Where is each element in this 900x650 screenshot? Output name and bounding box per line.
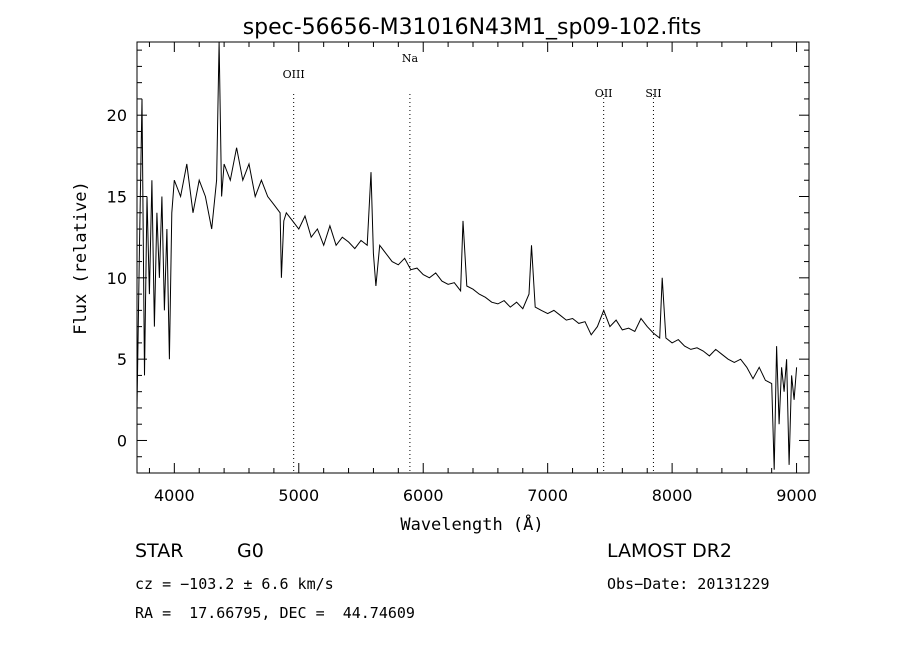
y-tick-label: 15 bbox=[107, 188, 127, 207]
object-class: STAR bbox=[135, 540, 184, 562]
emission-line-label: SII bbox=[645, 87, 661, 100]
survey-label: LAMOST DR2 bbox=[607, 540, 732, 562]
x-tick-label: 7000 bbox=[527, 486, 568, 505]
emission-line-label: OIII bbox=[283, 68, 305, 81]
coordinates: RA = 17.66795, DEC = 44.74609 bbox=[135, 604, 415, 622]
x-tick-label: 8000 bbox=[652, 486, 693, 505]
subclass: G0 bbox=[237, 540, 264, 562]
x-tick-label: 9000 bbox=[776, 486, 817, 505]
x-tick-label: 6000 bbox=[403, 486, 444, 505]
emission-lines: OIII Na OII SII bbox=[283, 52, 662, 473]
series-group bbox=[137, 42, 798, 470]
chart-title: spec-56656-M31016N43M1_sp09-102.fits bbox=[243, 15, 702, 40]
redshift-velocity: cz = −103.2 ± 6.6 km/s bbox=[135, 575, 334, 593]
y-tick-label: 0 bbox=[117, 431, 127, 450]
y-axis: 0 5 10 15 20 bbox=[107, 49, 809, 458]
emission-line-label: OII bbox=[595, 87, 613, 100]
obs-date: Obs−Date: 20131229 bbox=[607, 575, 770, 593]
x-tick-label: 5000 bbox=[278, 486, 319, 505]
spectrum-line bbox=[137, 42, 798, 470]
emission-line-label: Na bbox=[402, 52, 419, 65]
x-tick-label: 4000 bbox=[154, 486, 195, 505]
x-axis-label: Wavelength (Å) bbox=[400, 513, 543, 535]
x-axis: 4000 5000 6000 7000 8000 9000 bbox=[148, 42, 817, 505]
y-tick-label: 20 bbox=[107, 106, 127, 125]
y-axis-label: Flux (relative) bbox=[71, 181, 91, 335]
y-tick-label: 5 bbox=[117, 350, 127, 369]
plot-frame bbox=[136, 41, 810, 474]
y-tick-label: 10 bbox=[107, 269, 127, 288]
